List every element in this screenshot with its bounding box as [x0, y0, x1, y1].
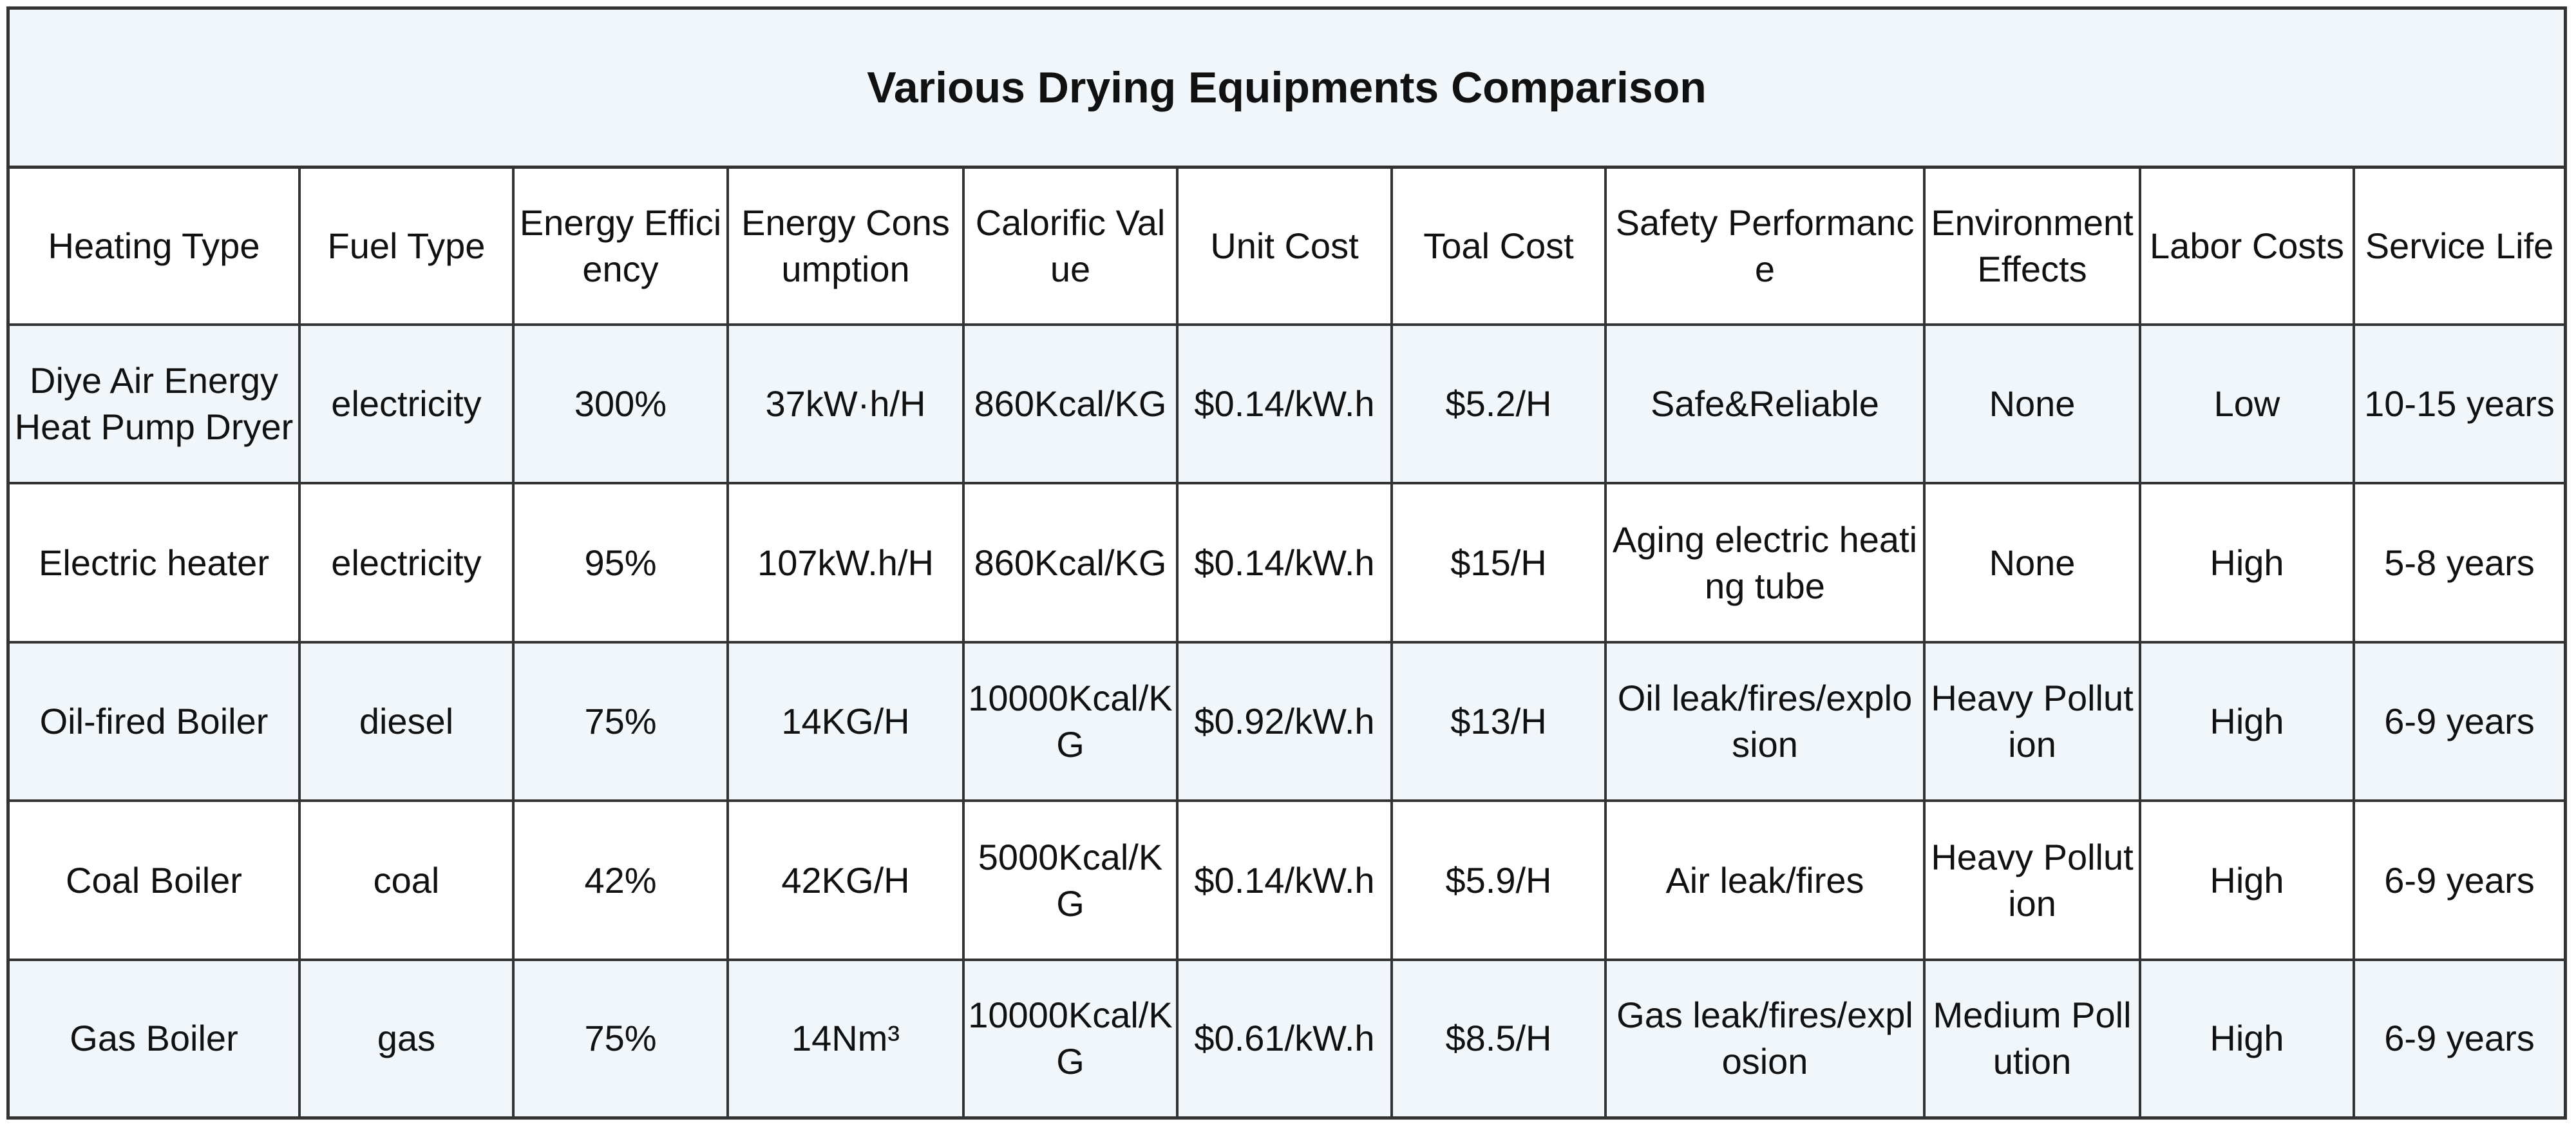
table-row: Electric heater electricity 95% 107kW.h/… [10, 482, 2564, 644]
table-cell: Oil leak/fires/explosion [1604, 640, 1926, 803]
table-cell: 6-9 years [2353, 640, 2564, 803]
table-cell: 860Kcal/KG [962, 482, 1179, 644]
header-row: Heating Type Fuel Type Energy Efficiency… [10, 166, 2564, 326]
table-cell: $8.5/H [1390, 958, 1607, 1116]
table-cell: 75% [512, 640, 729, 803]
table-cell: High [2139, 482, 2355, 644]
table-title: Various Drying Equipments Comparison [10, 10, 2564, 169]
table-cell: electricity [298, 482, 515, 644]
table-cell: 5-8 years [2353, 482, 2564, 644]
column-header: Fuel Type [298, 166, 515, 326]
table-cell: Heavy Pollution [1923, 640, 2141, 803]
table-cell: gas [298, 958, 515, 1116]
table-row: Coal Boiler coal 42% 42KG/H 5000Kcal/KG … [10, 799, 2564, 961]
table-cell: $15/H [1390, 482, 1607, 644]
table-row: Gas Boiler gas 75% 14Nm³ 10000Kcal/KG $0… [10, 958, 2564, 1116]
table-cell: electricity [298, 323, 515, 485]
table-cell: Gas leak/fires/explosion [1604, 958, 1926, 1116]
column-header: Heating Type [10, 166, 301, 326]
table-cell: 6-9 years [2353, 958, 2564, 1116]
table-cell: None [1923, 323, 2141, 485]
column-header: Toal Cost [1390, 166, 1607, 326]
table-cell: 37kW·h/H [726, 323, 965, 485]
table-cell: Diye Air Energy Heat Pump Dryer [10, 323, 301, 485]
table-cell: $0.92/kW.h [1176, 640, 1393, 803]
table-cell: 10-15 years [2353, 323, 2564, 485]
column-header: Labor Costs [2139, 166, 2355, 326]
column-header: Energy Consumption [726, 166, 965, 326]
table-cell: $0.14/kW.h [1176, 323, 1393, 485]
table-cell: Oil-fired Boiler [10, 640, 301, 803]
table-cell: 860Kcal/KG [962, 323, 1179, 485]
table-cell: $13/H [1390, 640, 1607, 803]
column-header: Unit Cost [1176, 166, 1393, 326]
table-row: Oil-fired Boiler diesel 75% 14KG/H 10000… [10, 640, 2564, 803]
table-cell: None [1923, 482, 2141, 644]
table-cell: Heavy Pollution [1923, 799, 2141, 961]
table-cell: High [2139, 640, 2355, 803]
table-cell: $5.2/H [1390, 323, 1607, 485]
table-cell: Safe&Reliable [1604, 323, 1926, 485]
table-cell: Air leak/fires [1604, 799, 1926, 961]
table-cell: 10000Kcal/KG [962, 640, 1179, 803]
table-cell: $0.14/kW.h [1176, 482, 1393, 644]
table-cell: Aging electric heating tube [1604, 482, 1926, 644]
table-cell: 14KG/H [726, 640, 965, 803]
column-header: Calorific Value [962, 166, 1179, 326]
column-header: Energy Efficiency [512, 166, 729, 326]
table-cell: Gas Boiler [10, 958, 301, 1116]
table-cell: Electric heater [10, 482, 301, 644]
table-cell: diesel [298, 640, 515, 803]
table-cell: 75% [512, 958, 729, 1116]
column-header: Safety Performance [1604, 166, 1926, 326]
table-cell: $0.61/kW.h [1176, 958, 1393, 1116]
table-cell: 10000Kcal/KG [962, 958, 1179, 1116]
comparison-table: Various Drying Equipments Comparison Hea… [10, 10, 2564, 1116]
table-cell: 42KG/H [726, 799, 965, 961]
table-cell: Low [2139, 323, 2355, 485]
table-cell: $0.14/kW.h [1176, 799, 1393, 961]
table-cell: Coal Boiler [10, 799, 301, 961]
table-cell: 14Nm³ [726, 958, 965, 1116]
table-cell: 300% [512, 323, 729, 485]
table-row: Diye Air Energy Heat Pump Dryer electric… [10, 323, 2564, 485]
table-cell: High [2139, 799, 2355, 961]
column-header: Service Life [2353, 166, 2564, 326]
table-cell: 107kW.h/H [726, 482, 965, 644]
table-cell: $5.9/H [1390, 799, 1607, 961]
table-cell: Medium Pollution [1923, 958, 2141, 1116]
table-cell: 95% [512, 482, 729, 644]
table-cell: 6-9 years [2353, 799, 2564, 961]
table-cell: 42% [512, 799, 729, 961]
table-cell: coal [298, 799, 515, 961]
table-cell: 5000Kcal/KG [962, 799, 1179, 961]
comparison-table-container: Various Drying Equipments Comparison Hea… [6, 6, 2567, 1120]
table-cell: High [2139, 958, 2355, 1116]
column-header: Environment Effects [1923, 166, 2141, 326]
